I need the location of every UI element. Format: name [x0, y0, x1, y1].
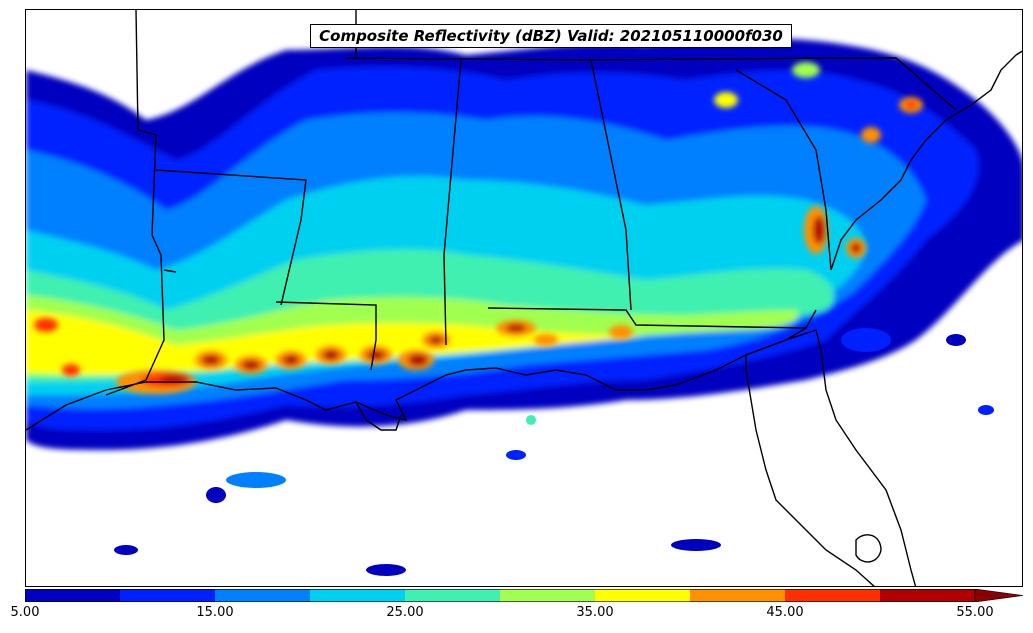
- colorbar-bin-40-45: [690, 589, 785, 602]
- colorbar-tick-label: 5.00: [10, 605, 40, 620]
- boundary-ar-la: [163, 269, 177, 273]
- boundary-al-fl: [487, 307, 817, 329]
- lake-okeechobee: [855, 534, 882, 563]
- mississippi-delta: [355, 401, 402, 431]
- gulf-cell-8: [978, 405, 994, 415]
- core-carolina-1r: [905, 101, 917, 109]
- convective-cores: [34, 62, 923, 394]
- core-louisiana-2r: [242, 360, 260, 370]
- map-frame: Composite Reflectivity (dBZ) Valid: 2021…: [25, 9, 1023, 587]
- core-alabama-2: [534, 334, 558, 346]
- reflectivity-map: [26, 10, 1022, 586]
- colorbar-bin-50-55: [880, 589, 975, 602]
- boundary-ms-al: [443, 59, 462, 346]
- gulf-cell-7: [841, 328, 891, 352]
- gulf-cell-10: [114, 545, 138, 555]
- precip-yellow-area: [26, 310, 646, 375]
- colorbar-bin-15-20: [215, 589, 310, 602]
- map-title: Composite Reflectivity (dBZ) Valid: 2021…: [310, 24, 792, 48]
- gulf-cell-6: [526, 415, 536, 425]
- boundary-ga-sc: [735, 69, 832, 271]
- core-georgia-1r: [813, 216, 825, 244]
- florida-west-coast: [745, 327, 875, 586]
- colorbar-extend-arrow: [974, 588, 1024, 603]
- core-louisiana-4r: [323, 350, 339, 360]
- gulf-cell-5: [366, 564, 406, 576]
- core-alabama-1r: [506, 324, 526, 332]
- gulf-cell-4: [671, 539, 721, 551]
- colorbar-bin-5-10: [25, 589, 120, 602]
- core-west: [34, 318, 58, 332]
- boundary-tx-ok: [135, 10, 157, 136]
- colorbar-bin-25-30: [405, 589, 500, 602]
- colorbar-svg: [24, 588, 1024, 603]
- boundaries: [26, 10, 1022, 586]
- boundary-nc-sc: [826, 57, 957, 111]
- colorbar-tick-label: 55.00: [956, 605, 994, 620]
- scattered-cells: [114, 328, 994, 576]
- core-mississippi-1r: [408, 354, 428, 366]
- colorbar-tick-label: 35.00: [576, 605, 614, 620]
- core-panhandle: [609, 325, 633, 339]
- colorbar-bin-30-35: [500, 589, 595, 602]
- colorbar-tick-label: 15.00: [196, 605, 234, 620]
- gulf-cell-2: [206, 487, 226, 503]
- core-west-2: [62, 364, 80, 376]
- core-mississippi-2r: [429, 336, 443, 344]
- boundary-ar-west: [105, 134, 165, 396]
- precip-field: [26, 38, 1022, 450]
- boundary-ms-tn: [345, 57, 827, 61]
- colorbar-tick-label: 45.00: [766, 605, 804, 620]
- colorbar-bin-35-40: [595, 589, 690, 602]
- core-louisiana-3r: [283, 355, 299, 365]
- colorbar-bin-45-50: [785, 589, 880, 602]
- colorbar-outline: [24, 589, 976, 602]
- core-carolina-2: [861, 127, 881, 143]
- boundary-al-ga: [590, 59, 632, 311]
- core-tennessee-2: [792, 62, 820, 78]
- atlantic-coastline: [830, 50, 1022, 271]
- core-tennessee-1: [714, 92, 738, 108]
- gulf-cell-3: [506, 450, 526, 460]
- colorbar: [24, 587, 1025, 603]
- core-louisiana-1r: [202, 355, 220, 365]
- core-texas-coast-darkred: [160, 375, 188, 383]
- boundary-ok-ar: [155, 169, 307, 306]
- core-georgia-2r: [851, 243, 861, 253]
- colorbar-bin-10-15: [120, 589, 215, 602]
- gulf-coastline: [26, 329, 917, 586]
- core-louisiana-5r: [367, 350, 385, 360]
- gulf-cell-1: [226, 472, 286, 488]
- colorbar-tick-label: 25.00: [386, 605, 424, 620]
- gulf-cell-9: [946, 334, 966, 346]
- colorbar-bin-20-25: [310, 589, 405, 602]
- boundary-la-north: [275, 301, 377, 371]
